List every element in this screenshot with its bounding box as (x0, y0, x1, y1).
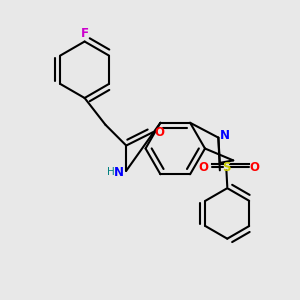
Text: O: O (199, 161, 208, 174)
Text: O: O (154, 126, 164, 139)
Text: O: O (249, 161, 259, 174)
Text: N: N (220, 129, 230, 142)
Text: N: N (114, 166, 124, 179)
Text: F: F (81, 27, 88, 40)
Text: H: H (107, 167, 115, 177)
Text: S: S (222, 161, 231, 174)
